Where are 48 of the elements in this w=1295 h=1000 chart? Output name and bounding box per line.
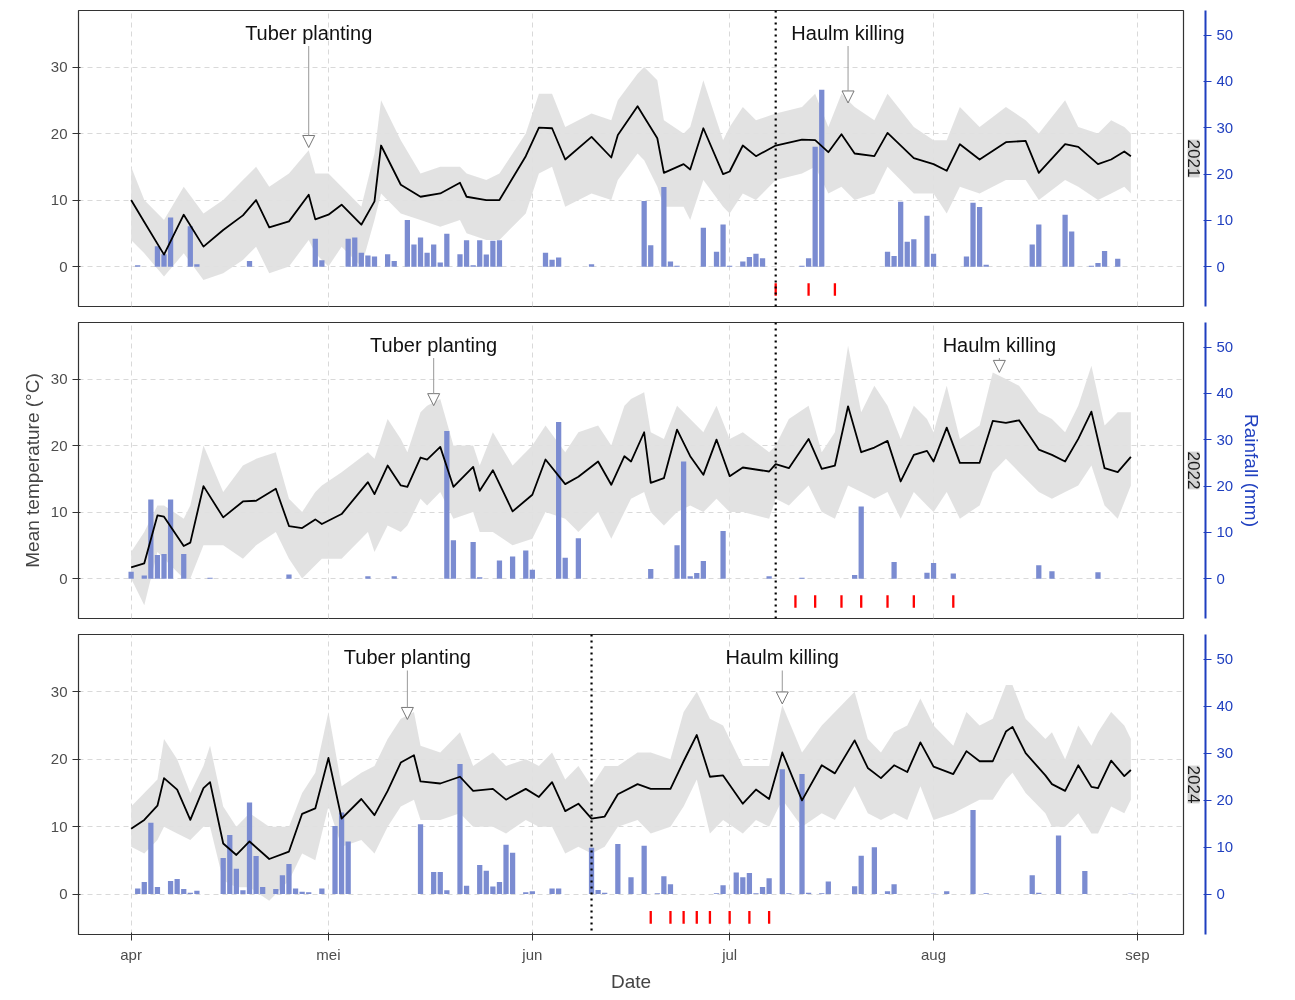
text: 2022 [1183,451,1203,490]
y2-tick-label: 50 [1216,650,1234,668]
y2-tick-label: 20 [1216,791,1234,809]
y-tick-label: 20 [50,750,68,768]
text: 2024 [1183,765,1203,804]
x-tick-label: apr [120,945,142,963]
y2-tick-label: 0 [1216,257,1225,275]
y-tick-label: 0 [59,885,68,903]
text: 2021 [1183,139,1203,178]
y-tick-label: 30 [50,370,68,388]
y-tick-label: 0 [59,257,68,275]
y2-tick-label: 20 [1216,477,1234,495]
y2-tick-label: 10 [1216,838,1234,856]
y-tick-label: 0 [59,569,68,587]
y2-tick-label: 0 [1216,569,1225,587]
annotation: Haulm killing [791,21,905,44]
y2-tick-label: 10 [1216,211,1234,229]
y-tick-label: 10 [50,191,68,209]
y2-tick-label: 10 [1216,523,1234,541]
y2-tick-label: 30 [1216,430,1234,448]
y2-tick-label: 40 [1216,697,1234,715]
y2-tick-label: 0 [1216,885,1225,903]
x-tick-label: jul [721,945,738,963]
y-axis-title: Mean temperature (°C) [21,373,43,568]
x-tick-label: jun [521,945,543,963]
y2-tick-label: 40 [1216,384,1234,402]
y-tick-label: 30 [50,58,68,76]
y-tick-label: 30 [50,682,68,700]
y-tick-label: 10 [50,817,68,835]
y2-tick-label: 30 [1216,118,1234,136]
annotation: Tuber planting [370,333,498,356]
y2-tick-label: 30 [1216,744,1234,762]
annotation: Tuber planting [343,646,471,668]
x-tick-label: aug [921,945,947,963]
y-tick-label: 20 [50,124,68,142]
x-tick-label: mei [316,945,341,963]
annotation: Haulm killing [942,333,1057,356]
x-tick-label: sep [1125,945,1150,963]
y2-tick-label: 40 [1216,72,1234,90]
x-axis-title: Date [610,970,652,992]
y2-tick-label: 50 [1216,338,1234,356]
y-tick-label: 20 [50,436,68,454]
y2-tick-label: 20 [1216,165,1234,183]
annotation: Tuber planting [245,21,373,44]
y2-axis-title: Rainfall (mm) [1241,414,1263,527]
y2-tick-label: 50 [1216,26,1234,44]
annotation: Haulm killing [725,646,839,668]
y-tick-label: 10 [50,503,68,521]
